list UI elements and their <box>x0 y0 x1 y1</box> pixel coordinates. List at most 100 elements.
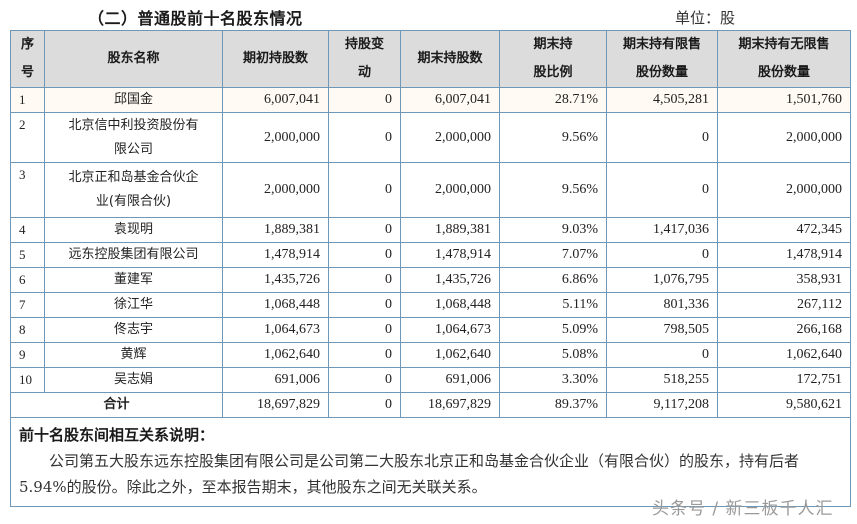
start-shares: 1,068,448 <box>222 292 329 318</box>
restricted-shares: 0 <box>606 342 718 368</box>
restricted-shares: 801,336 <box>606 292 718 318</box>
total-unrestricted-shares: 9,580,621 <box>717 392 851 418</box>
end-shares: 1,064,673 <box>400 317 500 343</box>
restricted-shares: 0 <box>606 112 718 163</box>
unrestricted-shares: 266,168 <box>717 317 851 343</box>
shareholder-name: 远东控股集团有限公司 <box>44 242 223 268</box>
end-ratio: 5.11% <box>499 292 607 318</box>
table-row: 10 吴志娟 691,006 0 691,006 3.30% 518,255 1… <box>10 367 851 393</box>
row-index: 9 <box>10 342 45 368</box>
shareholder-name: 徐江华 <box>44 292 223 318</box>
header-unrestricted: 期末持有无限售 股份数量 <box>717 30 851 88</box>
header-change: 持股变动 <box>328 30 401 88</box>
share-change: 0 <box>328 342 401 368</box>
start-shares: 6,007,041 <box>222 87 329 113</box>
header-ratio: 期末持 股比例 <box>499 30 607 88</box>
unrestricted-shares: 1,501,760 <box>717 87 851 113</box>
start-shares: 2,000,000 <box>222 162 329 218</box>
shareholder-name: 袁现明 <box>44 217 223 243</box>
total-start-shares: 18,697,829 <box>222 392 329 418</box>
unrestricted-shares: 2,000,000 <box>717 162 851 218</box>
note-body: 公司第五大股东远东控股集团有限公司是公司第二大股东北京正和岛基金合伙企业（有限合… <box>19 452 800 496</box>
header-start: 期初持股数 <box>222 30 329 88</box>
unrestricted-shares: 267,112 <box>717 292 851 318</box>
start-shares: 1,478,914 <box>222 242 329 268</box>
restricted-shares: 1,417,036 <box>606 217 718 243</box>
row-index: 6 <box>10 267 45 293</box>
share-change: 0 <box>328 367 401 393</box>
restricted-shares: 4,505,281 <box>606 87 718 113</box>
row-index: 3 <box>10 162 45 218</box>
table-row: 3 北京正和岛基金合伙企 业(有限合伙) 2,000,000 0 2,000,00… <box>10 162 851 218</box>
end-ratio: 5.09% <box>499 317 607 343</box>
restricted-shares: 798,505 <box>606 317 718 343</box>
end-ratio: 9.56% <box>499 162 607 218</box>
shareholder-name: 吴志娟 <box>44 367 223 393</box>
shareholder-name: 北京信中利投资股份有 限公司 <box>44 112 223 163</box>
start-shares: 1,062,640 <box>222 342 329 368</box>
share-change: 0 <box>328 217 401 243</box>
end-shares: 2,000,000 <box>400 162 500 218</box>
end-ratio: 6.86% <box>499 267 607 293</box>
table-row: 5 远东控股集团有限公司 1,478,914 0 1,478,914 7.07%… <box>10 242 851 268</box>
relationship-note-row: 前十名股东间相互关系说明： 公司第五大股东远东控股集团有限公司是公司第二大股东北… <box>10 417 851 507</box>
header-row: 序号 股东名称 期初持股数 持股变动 期末持股数 期末持 股比例 期末持有限售 股份… <box>10 30 851 88</box>
row-index: 1 <box>10 87 45 113</box>
row-index: 7 <box>10 292 45 318</box>
header-restricted: 期末持有限售 股份数量 <box>606 30 718 88</box>
table-row: 7 徐江华 1,068,448 0 1,068,448 5.11% 801,33… <box>10 292 851 318</box>
share-change: 0 <box>328 242 401 268</box>
unrestricted-shares: 1,478,914 <box>717 242 851 268</box>
total-restricted-shares: 9,117,208 <box>606 392 718 418</box>
restricted-shares: 0 <box>606 242 718 268</box>
end-shares: 2,000,000 <box>400 112 500 163</box>
unrestricted-shares: 358,931 <box>717 267 851 293</box>
end-shares: 1,889,381 <box>400 217 500 243</box>
end-shares: 6,007,041 <box>400 87 500 113</box>
top-ten-shareholders-table: 序号 股东名称 期初持股数 持股变动 期末持股数 期末持 股比例 期末持有限售 股份… <box>10 30 851 507</box>
header-end: 期末持股数 <box>400 30 500 88</box>
table-row: 8 佟志宇 1,064,673 0 1,064,673 5.09% 798,50… <box>10 317 851 343</box>
shareholder-name: 北京正和岛基金合伙企 业(有限合伙) <box>44 162 223 218</box>
share-change: 0 <box>328 162 401 218</box>
end-ratio: 5.08% <box>499 342 607 368</box>
watermark: 头条号 / 新三板千人汇 <box>652 499 834 519</box>
end-ratio: 3.30% <box>499 367 607 393</box>
start-shares: 2,000,000 <box>222 112 329 163</box>
unrestricted-shares: 472,345 <box>717 217 851 243</box>
end-ratio: 7.07% <box>499 242 607 268</box>
start-shares: 1,064,673 <box>222 317 329 343</box>
row-index: 5 <box>10 242 45 268</box>
table-row: 2 北京信中利投资股份有 限公司 2,000,000 0 2,000,000 9.… <box>10 112 851 163</box>
note-title: 前十名股东间相互关系说明： <box>19 426 215 444</box>
share-change: 0 <box>328 267 401 293</box>
end-ratio: 9.56% <box>499 112 607 163</box>
row-index: 2 <box>10 112 45 163</box>
table-row: 9 黄辉 1,062,640 0 1,062,640 5.08% 0 1,062… <box>10 342 851 368</box>
header-idx: 序号 <box>10 30 45 88</box>
relationship-note: 前十名股东间相互关系说明： 公司第五大股东远东控股集团有限公司是公司第二大股东北… <box>10 417 851 507</box>
share-change: 0 <box>328 317 401 343</box>
unrestricted-shares: 172,751 <box>717 367 851 393</box>
start-shares: 1,889,381 <box>222 217 329 243</box>
end-shares: 1,435,726 <box>400 267 500 293</box>
restricted-shares: 0 <box>606 162 718 218</box>
unrestricted-shares: 2,000,000 <box>717 112 851 163</box>
share-change: 0 <box>328 292 401 318</box>
shareholder-name: 黄辉 <box>44 342 223 368</box>
end-ratio: 28.71% <box>499 87 607 113</box>
start-shares: 1,435,726 <box>222 267 329 293</box>
total-end-shares: 18,697,829 <box>400 392 500 418</box>
row-index: 10 <box>10 367 45 393</box>
total-label: 合计 <box>10 392 223 418</box>
share-change: 0 <box>328 112 401 163</box>
end-shares: 691,006 <box>400 367 500 393</box>
header-name: 股东名称 <box>44 30 223 88</box>
end-ratio: 9.03% <box>499 217 607 243</box>
row-index: 4 <box>10 217 45 243</box>
total-end-ratio: 89.37% <box>499 392 607 418</box>
section-title: （二）普通股前十名股东情况 <box>88 9 303 28</box>
share-change: 0 <box>328 87 401 113</box>
table-row: 1 邱国金 6,007,041 0 6,007,041 28.71% 4,505… <box>10 87 851 113</box>
row-index: 8 <box>10 317 45 343</box>
